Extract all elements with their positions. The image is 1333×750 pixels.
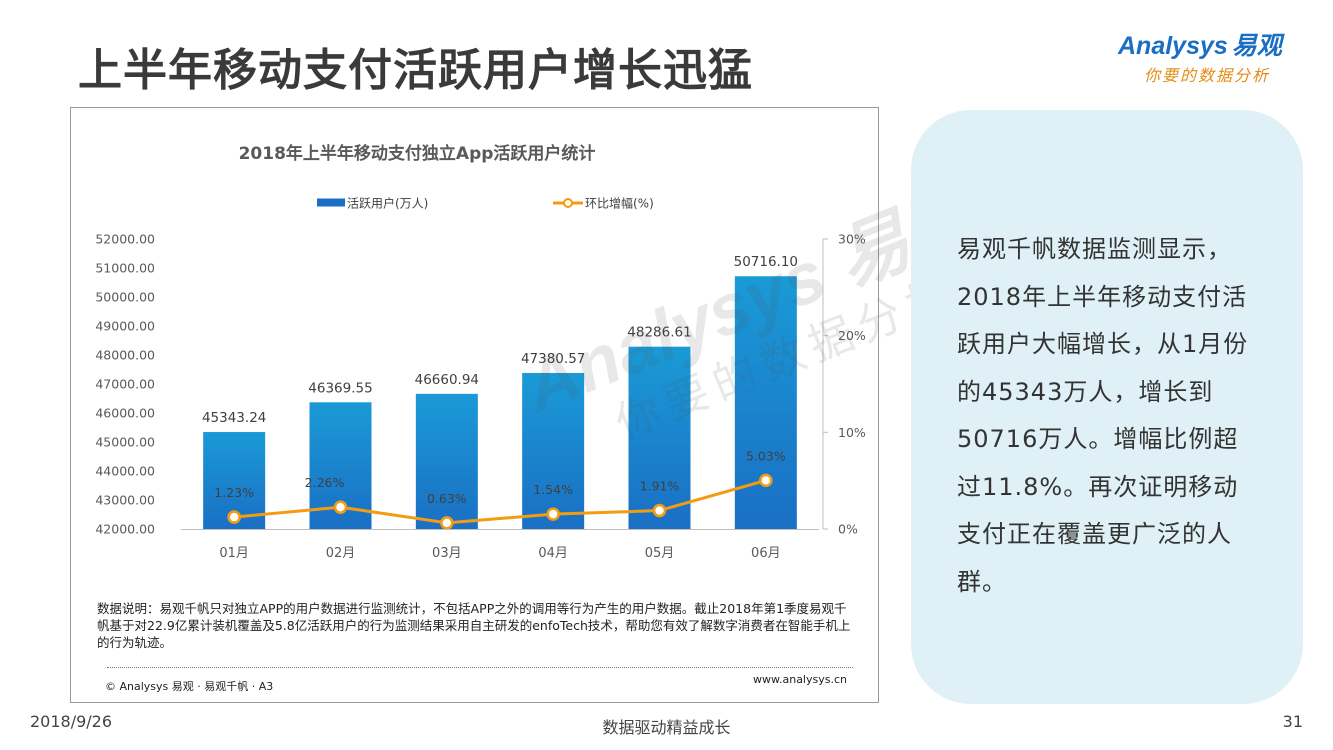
analysys-logo: Analysys 易观 你要的数据分析 [1118,26,1308,86]
growth-point [227,510,241,524]
legend-line-label: 环比增幅(%) [585,196,654,211]
x-axis: 01月 02月 03月 04月 05月 06月 [181,529,819,561]
bar-value-label: 50716.10 [734,254,798,270]
y-left-tick-label: 48000.00 [95,348,155,363]
bar-value-label: 46660.94 [415,372,479,388]
growth-value-label: 1.23% [214,485,254,500]
page-title: 上半年移动支付活跃用户增长迅猛 [78,45,753,96]
x-tick-label: 03月 [432,546,462,561]
x-tick-label: 02月 [326,546,356,561]
bar [734,276,797,529]
y-left-tick-label: 52000.00 [95,232,155,247]
y-right-tick-label: 10% [838,425,866,440]
y-left-tick-label: 43000.00 [95,493,155,508]
growth-point [546,507,560,521]
growth-value-label: 2.26% [305,475,345,490]
chart-panel: 2018年上半年移动支付独立App活跃用户统计 活跃用户(万人) 环比增幅(%) … [70,107,989,703]
chart-svg: 2018年上半年移动支付独立App活跃用户统计 活跃用户(万人) 环比增幅(%) … [95,143,866,561]
y-left-tick-label: 49000.00 [95,319,155,334]
y-axis-left: 42000.00 43000.00 44000.00 45000.00 46000.00… [95,232,155,537]
legend-bar-swatch [317,198,345,207]
y-right-tick-label: 30% [838,232,866,247]
bar [522,372,585,529]
growth-point [652,503,667,518]
website-url: www.analysys.cn [753,673,847,686]
y-left-tick-label: 44000.00 [95,464,155,479]
x-tick-label: 04月 [538,546,568,561]
logo-brand: Analysys 易观 [1118,32,1282,60]
x-tick-label: 06月 [751,546,781,561]
line-series [227,473,773,530]
growth-point [333,500,348,514]
bar [415,393,478,529]
page-number: 31 [1282,712,1303,731]
bar-value-label: 45343.24 [202,410,266,426]
bar-value-label: 46369.55 [308,380,372,396]
x-tick-label: 01月 [219,546,249,561]
y-left-tick-label: 47000.00 [95,377,155,392]
y-left-tick-label: 42000.00 [95,522,155,537]
footer-slogan: 数据驱动精益成长 [602,718,731,737]
growth-value-label: 5.03% [746,448,786,463]
growth-value-label: 1.91% [640,479,680,494]
chart-note: 数据说明：易观千帆只对独立APP的用户数据进行监测统计，不包括APP之外的调用等… [97,601,851,650]
bar-value-labels: 45343.24 46369.55 46660.94 47380.57 48286.61… [202,254,798,426]
summary-text: 易观千帆数据监测显示，2018年上半年移动支付活跃用户大幅增长，从1月份的453… [957,235,1249,596]
legend-bar-label: 活跃用户(万人) [347,196,428,211]
bar [628,346,691,529]
copyright: © Analysys 易观 · 易观千帆 · A3 [105,680,274,693]
bar-value-label: 47380.57 [521,351,585,367]
y-left-tick-label: 46000.00 [95,406,155,421]
y-axis-right: 0% 10% 20% 30% [822,232,866,537]
logo-slogan: 你要的数据分析 [1144,66,1271,85]
y-right-tick-label: 20% [838,328,866,343]
divider [107,667,853,668]
x-tick-label: 05月 [645,546,675,561]
growth-value-label: 1.54% [533,482,573,497]
y-right-tick-label: 0% [838,522,858,537]
bar-series [203,276,797,529]
line-value-labels: 1.23% 2.26% 0.63% 1.54% 1.91% 5.03% [214,448,785,506]
growth-line [234,478,767,525]
bar-value-label: 48286.61 [627,325,691,341]
chart-title: 2018年上半年移动支付独立App活跃用户统计 [239,143,596,164]
growth-point [759,473,773,488]
y-left-tick-label: 50000.00 [95,290,155,305]
growth-point [440,516,454,530]
y-left-tick-label: 45000.00 [95,435,155,450]
footer-date: 2018/9/26 [30,712,113,731]
chart-legend: 活跃用户(万人) 环比增幅(%) [317,196,654,211]
growth-value-label: 0.63% [427,491,467,506]
summary-panel: 易观千帆数据监测显示，2018年上半年移动支付活跃用户大幅增长，从1月份的453… [911,110,1303,704]
legend-line-marker [563,198,573,208]
y-left-tick-label: 51000.00 [95,261,155,276]
